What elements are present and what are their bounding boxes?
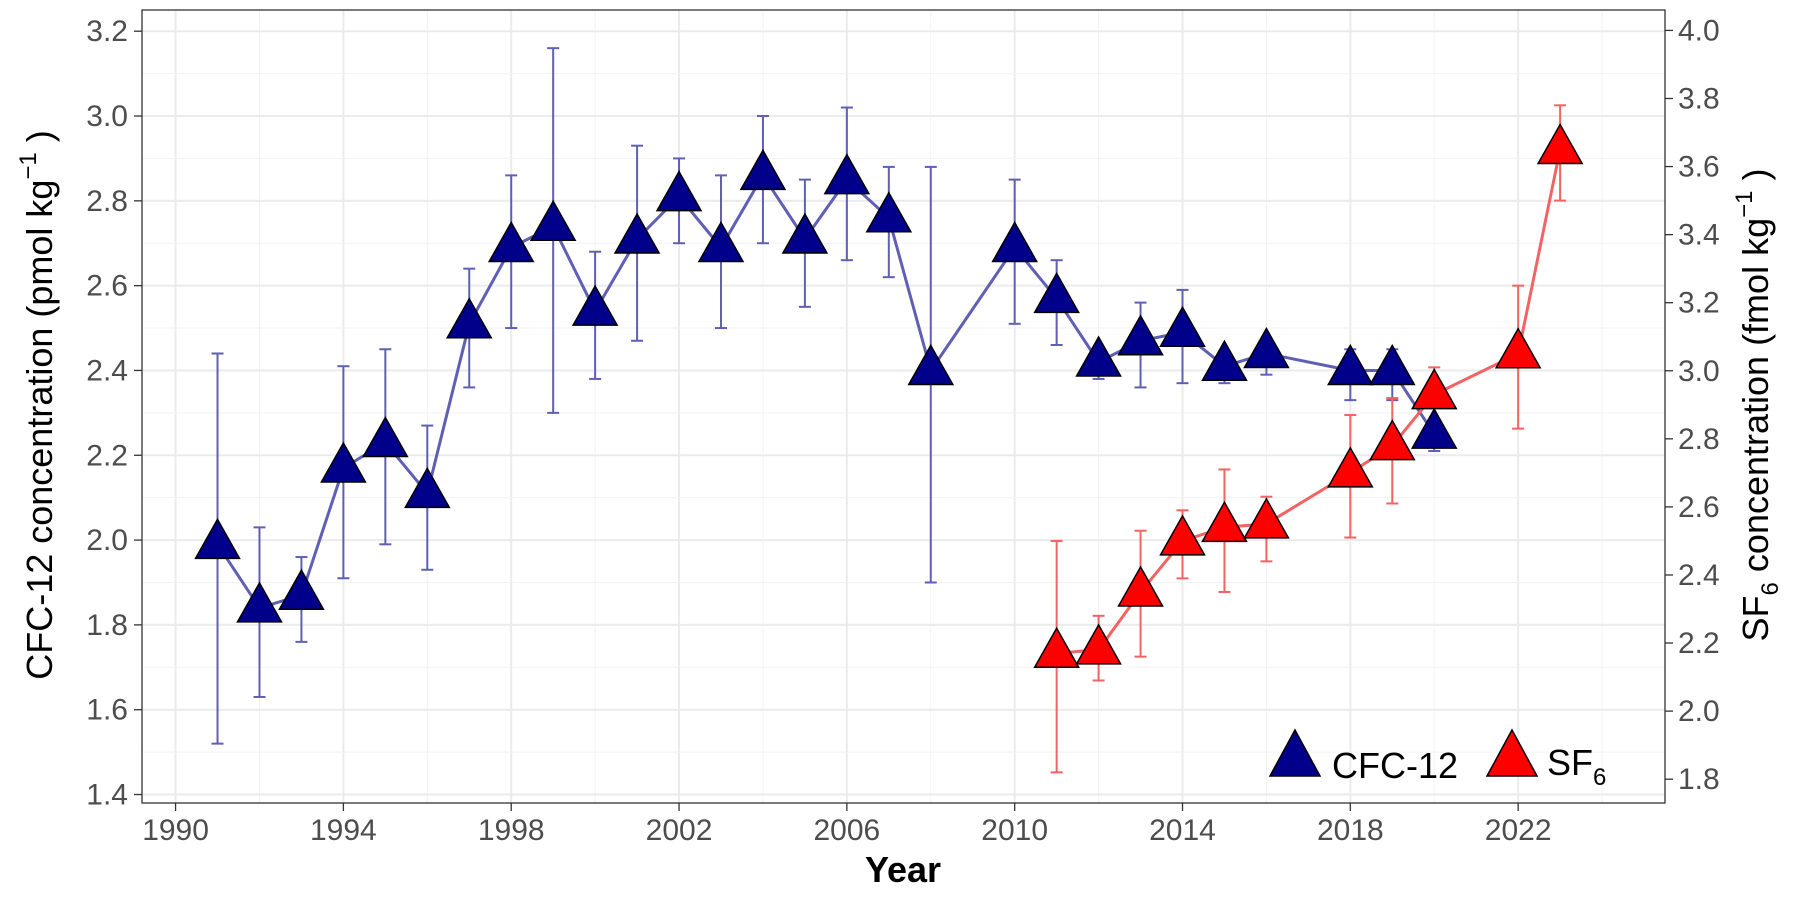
x-tick-label: 1998 (478, 814, 545, 847)
y-right-title-sub: 6 (1757, 582, 1784, 595)
sf6-point (1410, 368, 1458, 410)
x-tick-label: 2006 (813, 814, 880, 847)
y-left-tick-label: 2.2 (86, 439, 128, 472)
y-right-tick-label: 2.0 (1678, 695, 1720, 728)
legend-cfc12-marker (1268, 728, 1322, 777)
y-right-tick-label: 2.2 (1678, 627, 1720, 660)
x-tick-label: 2002 (646, 814, 713, 847)
y-left-tick-label: 2.8 (86, 185, 128, 218)
cfc12-point (1033, 271, 1080, 314)
sf6-point (1243, 497, 1290, 539)
cfc12-point (236, 581, 283, 623)
y-right-axis-title: SF6 concentration (fmol kg−1 ) (1731, 169, 1784, 642)
y-right-title-main: concentration (fmol kg (1735, 218, 1776, 582)
sf6-point (1369, 419, 1416, 461)
cfc12-point (445, 297, 493, 339)
y-left-tick-label: 2.4 (86, 354, 128, 387)
cfc12-point (1159, 305, 1206, 348)
y-left-tick-label: 2.6 (86, 270, 128, 303)
cfc12-point (571, 284, 619, 326)
cfc12-point (613, 212, 661, 254)
y-left-tick-label: 1.4 (86, 779, 128, 812)
cfc12-point (1327, 343, 1374, 386)
x-tick-label: 2018 (1317, 814, 1384, 847)
y-right-tick-label: 3.4 (1678, 219, 1720, 252)
legend-sf6-sub: 6 (1593, 764, 1606, 791)
cfc12-point (907, 343, 955, 386)
cfc12-point (1410, 407, 1458, 449)
series-markers (194, 123, 1584, 668)
y-right-tick-label: 2.4 (1678, 559, 1720, 592)
sf6-point (1033, 626, 1080, 668)
cfc12-point (529, 199, 577, 242)
y-right-tick-label: 1.8 (1678, 763, 1720, 796)
y-right-tick-label: 2.8 (1678, 423, 1720, 456)
sf6-point (1536, 123, 1584, 165)
cfc12-point (991, 220, 1038, 263)
cfc12-point (1201, 339, 1248, 381)
x-tick-label: 1994 (310, 814, 377, 847)
cfc12-point (1369, 343, 1416, 386)
plot-background (142, 10, 1665, 803)
y-right-title-end: ) (1735, 169, 1776, 191)
cfc12-point (1117, 314, 1164, 356)
x-axis-title: Year (865, 849, 941, 890)
cfc12-point (487, 220, 535, 263)
y-right-tick-label: 3.0 (1678, 355, 1720, 388)
y-left-tick-label: 3.2 (86, 15, 128, 48)
x-tick-label: 1990 (142, 814, 209, 847)
y-left-axis-title: CFC-12 concentration (pmol kg−1 ) (15, 130, 60, 680)
y-right-tick-label: 3.6 (1678, 151, 1720, 184)
y-left-title-main: CFC-12 concentration (pmol kg (19, 180, 60, 680)
y-right-axis-ticks: 1.8 2.0 2.2 2.4 2.6 2.8 3.0 3.2 3.4 3.6 3.8 4.0 (1665, 14, 1720, 796)
cfc12-point (194, 517, 241, 560)
cfc12-point (1243, 326, 1290, 369)
sf6-point (1327, 446, 1374, 488)
x-axis-ticks: 1990 1994 1998 2002 2006 2010 2014 2018 2022 (142, 803, 1552, 847)
cfc12-point (320, 441, 367, 483)
sf6-point (1117, 565, 1164, 607)
y-right-tick-label: 2.6 (1678, 491, 1720, 524)
x-tick-label: 2022 (1485, 814, 1552, 847)
sf6-point (1201, 500, 1248, 543)
legend-sf6-label: SF6 (1547, 742, 1606, 791)
y-left-tick-label: 1.8 (86, 609, 128, 642)
legend: CFC-12 SF6 (1268, 728, 1606, 791)
y-left-title-sup: −1 (15, 152, 42, 179)
cfc12-point (278, 568, 325, 610)
cfc12-point (697, 220, 745, 263)
sf6-point (1494, 327, 1542, 369)
y-right-tick-label: 3.8 (1678, 82, 1720, 115)
y-left-tick-label: 2.0 (86, 524, 128, 557)
legend-cfc12-label: CFC-12 (1332, 745, 1458, 786)
cfc12-point (362, 416, 409, 458)
x-tick-label: 2010 (981, 814, 1048, 847)
cfc12-point (781, 212, 829, 254)
y-right-title-sup: −1 (1731, 191, 1758, 218)
cfc12-point (739, 148, 787, 191)
legend-sf6-prefix: SF (1547, 742, 1593, 783)
y-right-tick-label: 4.0 (1678, 14, 1720, 47)
cfc12-point (865, 191, 913, 233)
y-left-title-end: ) (19, 130, 60, 152)
y-left-axis-ticks: 1.4 1.6 1.8 2.0 2.2 2.4 2.6 2.8 3.0 3.2 (86, 15, 142, 812)
sf6-point (1159, 514, 1206, 556)
y-left-tick-label: 3.0 (86, 100, 128, 133)
cfc12-point (655, 170, 703, 212)
cfc12-line (216, 173, 1436, 610)
cfc12-point (823, 153, 871, 195)
y-right-tick-label: 3.2 (1678, 287, 1720, 320)
plot-border (141, 9, 1666, 804)
cfc12-point (404, 466, 451, 509)
sf6-point (1075, 623, 1122, 665)
y-left-tick-label: 1.6 (86, 694, 128, 727)
y-right-title-prefix: SF (1735, 595, 1776, 641)
cfc12-point (1075, 335, 1122, 377)
x-tick-label: 2014 (1149, 814, 1216, 847)
legend-sf6-marker (1485, 728, 1539, 777)
